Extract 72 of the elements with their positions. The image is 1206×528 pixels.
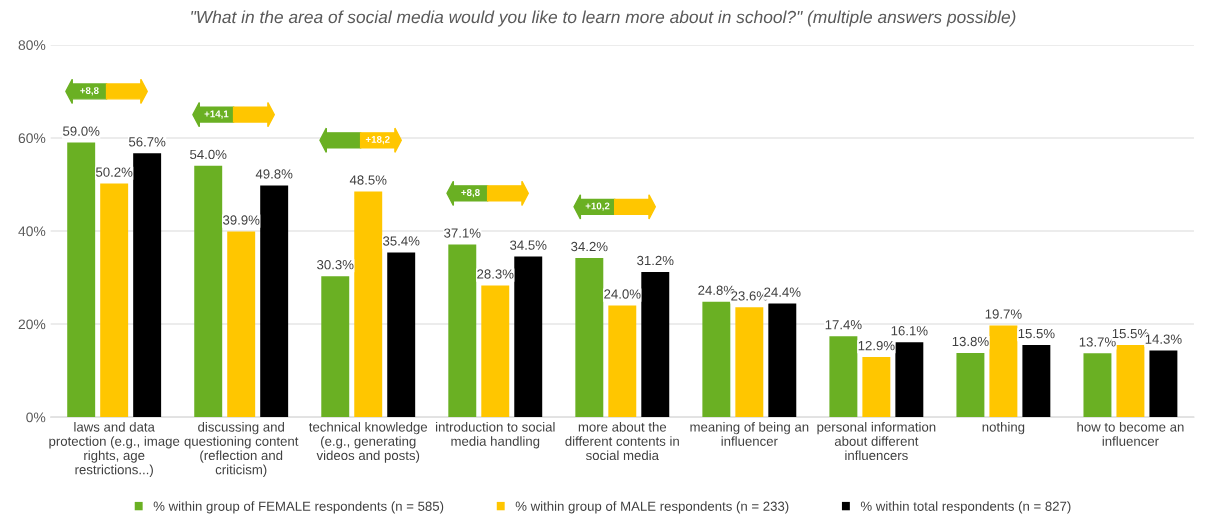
bar bbox=[1149, 350, 1178, 418]
data-label: 16.1% bbox=[891, 326, 928, 336]
bar bbox=[829, 336, 858, 418]
data-label: 12.9% bbox=[858, 340, 895, 351]
x-tick-label: more about the different contents in social media bbox=[565, 421, 679, 461]
data-label: 49.8% bbox=[255, 169, 293, 179]
x-tick-label: nothing bbox=[982, 421, 1025, 435]
annotation: +18,2 bbox=[365, 135, 390, 145]
bar bbox=[862, 357, 891, 418]
y-tick-label: 0% bbox=[26, 412, 46, 423]
annotation: +8,8 bbox=[80, 87, 99, 96]
data-label: 13.8% bbox=[952, 336, 989, 347]
bar bbox=[608, 305, 637, 418]
data-label: 19.7% bbox=[985, 309, 1022, 319]
bar bbox=[354, 191, 383, 418]
y-tick-label: 60% bbox=[18, 133, 46, 144]
data-label: 48.5% bbox=[349, 175, 387, 185]
bar bbox=[448, 244, 477, 418]
data-label: 56.7% bbox=[128, 137, 166, 147]
bar bbox=[194, 165, 223, 418]
bar bbox=[387, 252, 416, 418]
annotation: +8,8 bbox=[461, 189, 480, 198]
bar bbox=[260, 185, 289, 418]
bar bbox=[514, 256, 543, 418]
bar bbox=[227, 231, 256, 418]
bar bbox=[768, 303, 797, 418]
bar bbox=[321, 276, 350, 418]
bar bbox=[133, 153, 162, 418]
bar bbox=[702, 301, 731, 418]
data-label: 35.4% bbox=[383, 236, 420, 246]
annotation: +14,1 bbox=[204, 110, 229, 119]
y-tick-label: 20% bbox=[18, 319, 46, 330]
x-tick-label: meaning of being an influencer bbox=[690, 421, 809, 446]
data-label: 28.3% bbox=[477, 269, 514, 279]
annotation: +10,2 bbox=[585, 202, 610, 211]
data-label: 15.5% bbox=[1018, 328, 1055, 339]
chart-title: "What in the area of social media would you like to learn more about in school?" (multiple answers possible) bbox=[191, 10, 1016, 27]
data-label: 54.0% bbox=[190, 149, 227, 160]
bar bbox=[100, 183, 129, 418]
x-tick-label: discussing and questioning content (reflection and criticism) bbox=[184, 421, 299, 477]
bar bbox=[1083, 353, 1112, 418]
data-label: 50.2% bbox=[95, 167, 133, 177]
data-label: 13.7% bbox=[1079, 337, 1116, 347]
x-tick-label: personal information about different influencers bbox=[817, 421, 936, 461]
bar bbox=[481, 285, 510, 418]
data-label: 30.3% bbox=[317, 260, 354, 270]
x-tick-label: technical knowledge (e.g., generating videos and posts) bbox=[309, 421, 428, 463]
y-tick-label: 40% bbox=[18, 226, 46, 237]
data-label: 24.0% bbox=[604, 289, 641, 299]
data-label: 37.1% bbox=[444, 228, 481, 238]
bar bbox=[575, 257, 604, 418]
data-label: 34.2% bbox=[571, 241, 608, 252]
y-tick-label: 80% bbox=[18, 40, 46, 51]
bar bbox=[641, 271, 670, 418]
bar bbox=[895, 342, 924, 418]
x-tick-label: laws and data protection (e.g., image rights, age restrictions...) bbox=[49, 421, 180, 477]
bar bbox=[989, 325, 1018, 418]
bar bbox=[1022, 345, 1051, 418]
x-tick-label: how to become an influencer bbox=[1077, 421, 1184, 446]
data-label: 39.9% bbox=[223, 215, 260, 225]
bar bbox=[735, 307, 764, 418]
legend-label: % within group of FEMALE respondents (n = 585) bbox=[153, 501, 444, 514]
data-label: 31.2% bbox=[637, 255, 674, 266]
legend-label: % within group of MALE respondents (n = 233) bbox=[515, 501, 789, 514]
bar bbox=[67, 142, 96, 418]
legend-label: % within total respondents (n = 827) bbox=[860, 501, 1071, 514]
data-label: 17.4% bbox=[825, 320, 862, 330]
bar bbox=[1116, 345, 1145, 418]
data-label: 34.5% bbox=[510, 240, 547, 250]
bar bbox=[956, 352, 985, 418]
x-tick-label: introduction to social media handling bbox=[436, 421, 555, 449]
data-label: 59.0% bbox=[63, 126, 100, 136]
